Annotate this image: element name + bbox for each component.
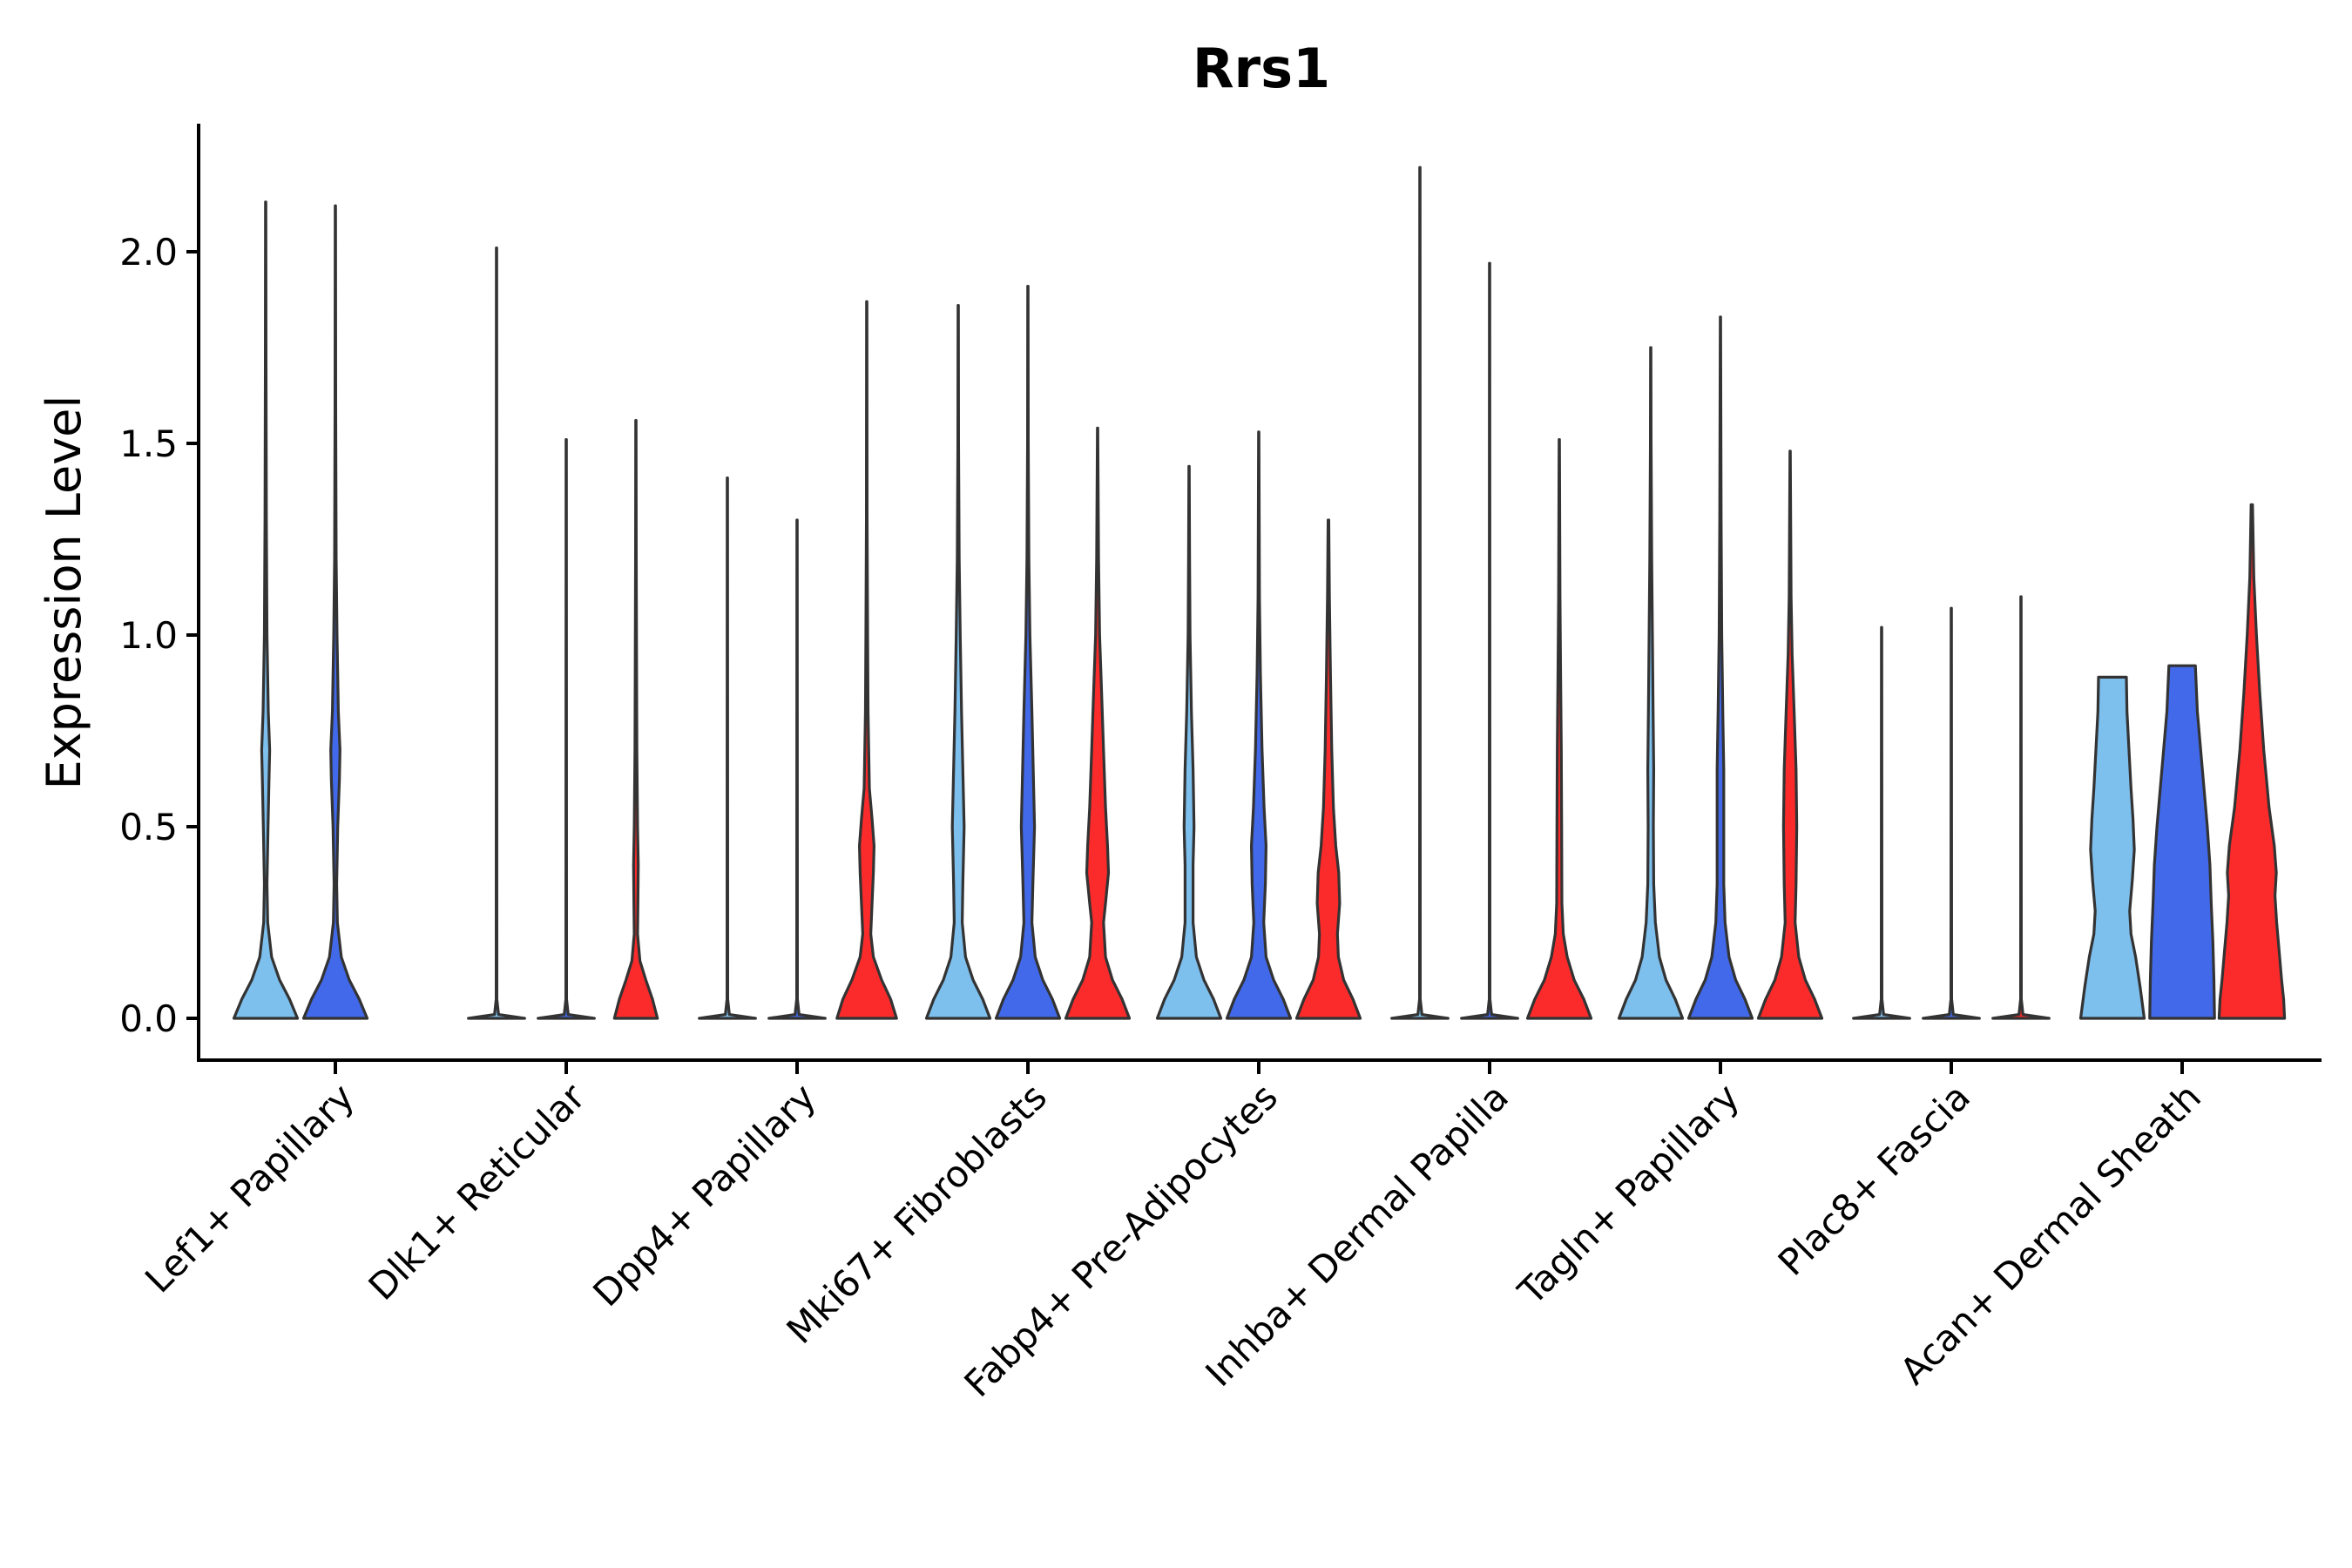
- violin-5-2: [1525, 438, 1593, 1020]
- violin-8-1: [2148, 664, 2216, 1020]
- violin-1-1: [537, 438, 596, 1020]
- violin-1-0: [467, 247, 526, 1020]
- y-tick-label: 1.0: [119, 614, 178, 657]
- violins-layer: [232, 166, 2287, 1020]
- violin-8-2: [2217, 503, 2287, 1020]
- violin-4-0: [1155, 464, 1223, 1020]
- x-tick-label: Lef1+ Papillary: [137, 1075, 362, 1301]
- violin-3-0: [924, 304, 992, 1020]
- violin-5-0: [1390, 166, 1450, 1020]
- violin-6-2: [1756, 449, 1824, 1020]
- violin-0-1: [301, 204, 369, 1020]
- violin-7-1: [1922, 606, 1981, 1020]
- violin-2-2: [835, 300, 898, 1020]
- y-tick-label: 0.0: [119, 997, 178, 1040]
- violin-4-1: [1225, 430, 1293, 1020]
- violin-5-1: [1460, 261, 1519, 1020]
- x-tick-label: Dpp4+ Papillary: [585, 1075, 824, 1315]
- violin-7-0: [1852, 625, 1911, 1020]
- x-tick-label: Plac8+ Fascia: [1770, 1075, 1978, 1283]
- violin-4-2: [1294, 518, 1362, 1020]
- violin-3-1: [994, 285, 1062, 1020]
- violin-2-0: [698, 476, 757, 1020]
- violin-1-2: [612, 419, 659, 1020]
- x-tick-label: Tagln+ Papillary: [1510, 1075, 1747, 1313]
- violin-2-1: [767, 518, 827, 1020]
- violin-0-0: [232, 200, 300, 1020]
- y-tick-label: 1.5: [119, 422, 178, 465]
- x-tick-label: Mki67+ Fibroblasts: [779, 1075, 1055, 1351]
- violin-7-2: [1991, 595, 2051, 1020]
- violin-6-0: [1617, 346, 1685, 1020]
- y-tick-label: 2.0: [119, 231, 178, 274]
- y-tick-label: 0.5: [119, 806, 178, 848]
- x-tick-label: Dlk1+ Reticular: [361, 1075, 594, 1308]
- y-axis-label: Expression Level: [37, 395, 91, 790]
- chart-title: Rrs1: [1193, 37, 1330, 100]
- violin-8-0: [2078, 675, 2146, 1020]
- y-ticks: 0.0 0.5 1.0 1.5 2.0: [119, 231, 199, 1040]
- violin-3-2: [1064, 426, 1132, 1020]
- violin-6-1: [1686, 315, 1754, 1020]
